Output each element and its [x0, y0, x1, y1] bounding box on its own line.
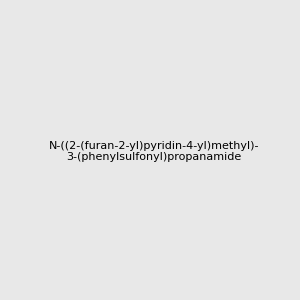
Text: N-((2-(furan-2-yl)pyridin-4-yl)methyl)-
3-(phenylsulfonyl)propanamide: N-((2-(furan-2-yl)pyridin-4-yl)methyl)- … [49, 141, 259, 162]
